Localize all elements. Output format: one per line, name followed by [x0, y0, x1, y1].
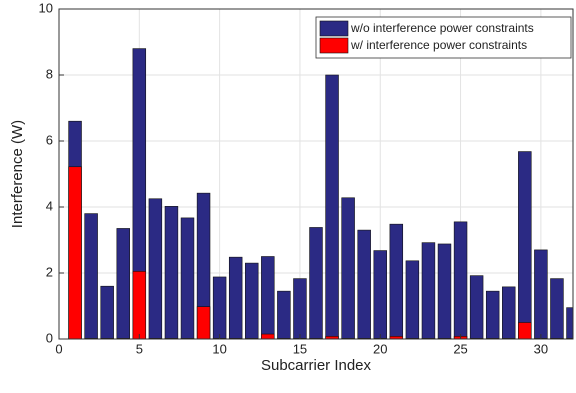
bar [357, 229, 371, 339]
legend-swatch [319, 37, 349, 54]
bar [437, 243, 452, 339]
y-tick-label: 8 [46, 66, 53, 81]
bar [245, 262, 259, 339]
bar [148, 198, 163, 339]
bar [453, 221, 468, 339]
y-axis-label: Interference (W) [9, 120, 26, 228]
bar [277, 290, 291, 339]
bar [228, 256, 243, 339]
bar [502, 286, 516, 339]
bar [405, 260, 420, 339]
legend-label: w/o interference power constraints [350, 21, 534, 35]
legend-swatch [319, 20, 349, 37]
axes: 0 2 4 6 8 10 0 5 10 15 20 25 30 w/o interference powe… [39, 0, 574, 356]
bar [518, 151, 532, 339]
bar [518, 322, 532, 339]
bar [212, 276, 227, 339]
x-tick-label: 25 [453, 341, 467, 356]
bar [341, 197, 355, 339]
bar [180, 217, 195, 339]
x-tick-label: 30 [534, 341, 548, 356]
x-axis-label: Subcarrier Index [261, 357, 372, 374]
bar [485, 290, 500, 339]
bar [550, 278, 564, 339]
bar [196, 192, 211, 339]
bar [534, 249, 548, 339]
bar [132, 271, 147, 339]
bar [84, 213, 98, 339]
y-tick-label: 2 [46, 264, 53, 279]
bar [68, 166, 82, 339]
x-tick-label: 0 [55, 341, 62, 356]
bar [261, 333, 275, 339]
bar [389, 223, 404, 339]
bar [100, 285, 114, 339]
legend: w/o interference power constraints w/ int… [315, 16, 572, 59]
y-tick-label: 4 [46, 198, 53, 213]
bar [421, 242, 436, 339]
bar [469, 275, 484, 339]
legend-box [315, 16, 572, 59]
x-tick-label: 20 [373, 341, 387, 356]
y-tick-label: 0 [46, 330, 53, 345]
bar [566, 307, 573, 339]
y-tick-label: 6 [46, 132, 53, 147]
bar [261, 256, 275, 339]
x-tick-label: 5 [136, 341, 143, 356]
bar [373, 250, 387, 339]
bar [309, 227, 323, 339]
bar [164, 206, 179, 339]
bar [196, 306, 211, 339]
x-tick-label: 10 [212, 341, 226, 356]
bar [116, 228, 130, 339]
axes-box [58, 8, 574, 340]
x-tick-label: 15 [293, 341, 307, 356]
bar [293, 278, 307, 339]
bar [325, 74, 339, 339]
y-tick-label: 10 [39, 0, 53, 15]
legend-label: w/ interference power constraints [350, 38, 527, 52]
